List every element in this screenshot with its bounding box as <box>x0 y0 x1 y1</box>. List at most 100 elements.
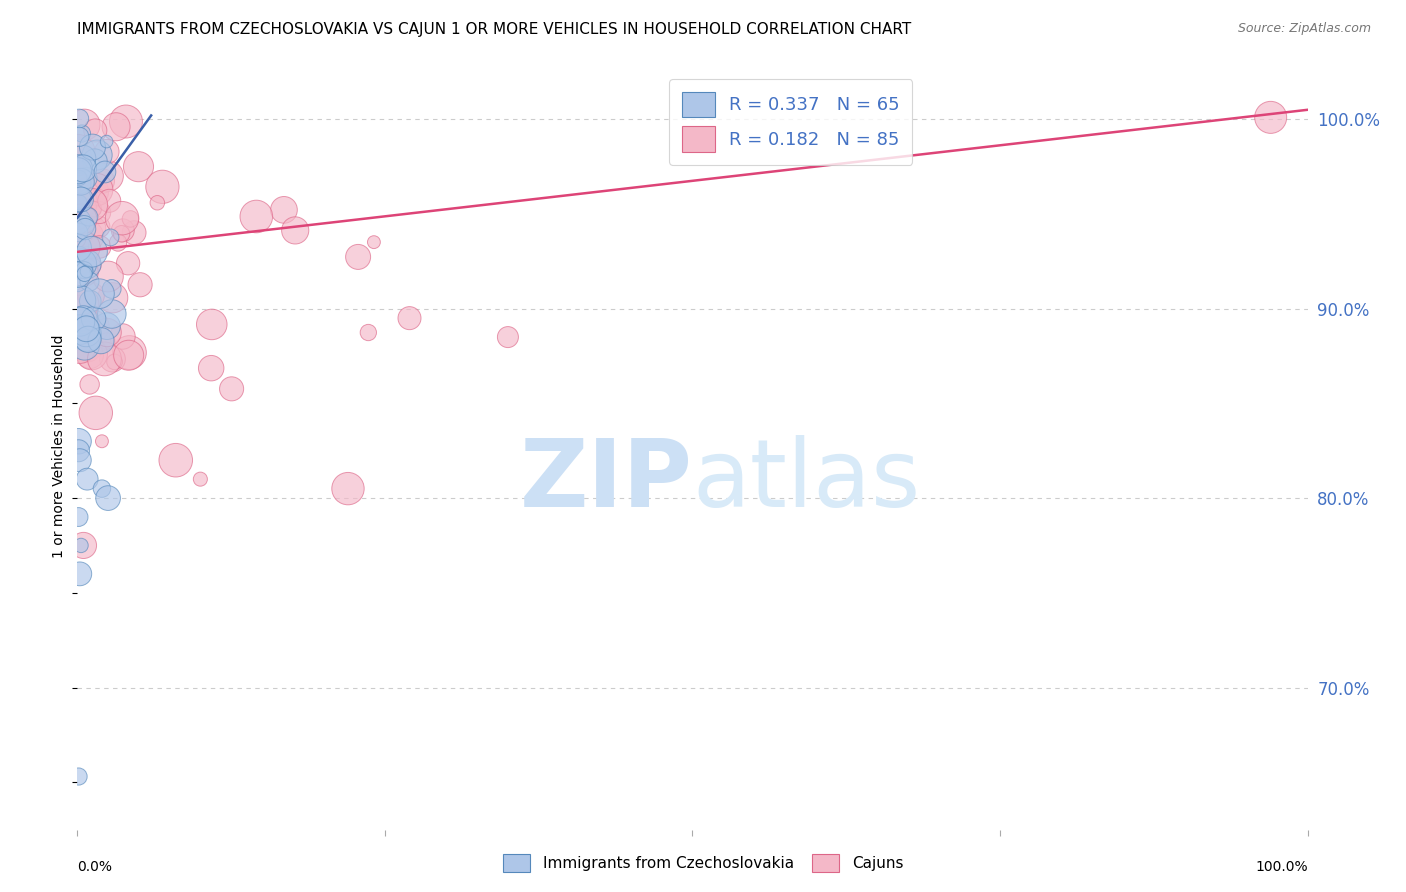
Point <box>84 154 107 169</box>
Point <box>84 123 107 137</box>
Point <box>75 253 97 268</box>
Point <box>80 244 103 259</box>
Point <box>79 377 101 392</box>
Point <box>69 341 91 355</box>
Point <box>82 140 104 154</box>
Point <box>86 148 108 162</box>
Point <box>69 453 91 467</box>
Point <box>66 214 89 228</box>
Point <box>118 348 141 362</box>
Point <box>82 259 104 273</box>
Point <box>96 334 118 348</box>
Point <box>110 227 132 241</box>
Point <box>67 161 90 176</box>
Point <box>90 334 112 348</box>
Point <box>75 222 97 236</box>
Point <box>69 195 91 210</box>
Point <box>75 257 97 271</box>
Legend: R = 0.337   N = 65, R = 0.182   N = 85: R = 0.337 N = 65, R = 0.182 N = 85 <box>669 79 912 164</box>
Point <box>70 293 93 308</box>
Point <box>90 434 114 449</box>
Text: IMMIGRANTS FROM CZECHOSLOVAKIA VS CAJUN 1 OR MORE VEHICLES IN HOUSEHOLD CORRELAT: IMMIGRANTS FROM CZECHOSLOVAKIA VS CAJUN … <box>77 22 911 37</box>
Point <box>101 307 124 321</box>
Point <box>96 326 118 340</box>
Point <box>73 249 96 263</box>
Point <box>80 288 103 302</box>
Point <box>79 275 101 289</box>
Point <box>122 226 145 240</box>
Point <box>73 240 96 254</box>
Point <box>188 472 212 486</box>
Point <box>111 223 134 237</box>
Point <box>72 161 94 176</box>
Text: ZIP: ZIP <box>520 434 693 526</box>
Point <box>101 352 124 367</box>
Point <box>96 135 118 149</box>
Point <box>76 264 98 278</box>
Point <box>70 257 93 271</box>
Point <box>120 211 142 226</box>
Point <box>97 491 120 505</box>
Point <box>69 566 91 581</box>
Point <box>79 348 101 362</box>
Point <box>201 318 224 332</box>
Point <box>77 210 100 224</box>
Point <box>103 355 125 369</box>
Point <box>70 212 93 227</box>
Legend: Immigrants from Czechoslovakia, Cajuns: Immigrants from Czechoslovakia, Cajuns <box>495 846 911 880</box>
Point <box>89 315 111 329</box>
Point <box>105 120 128 134</box>
Point <box>67 129 90 144</box>
Point <box>89 219 111 234</box>
Point <box>496 330 519 344</box>
Point <box>75 315 97 329</box>
Point <box>69 194 91 208</box>
Text: Source: ZipAtlas.com: Source: ZipAtlas.com <box>1237 22 1371 36</box>
Point <box>66 204 89 219</box>
Point <box>67 510 90 524</box>
Point <box>79 347 101 361</box>
Point <box>98 194 121 208</box>
Point <box>284 223 307 237</box>
Point <box>67 163 90 178</box>
Point <box>165 453 187 467</box>
Point <box>357 326 380 340</box>
Point <box>363 235 385 249</box>
Point <box>73 219 96 233</box>
Point <box>67 171 90 186</box>
Point <box>221 382 243 396</box>
Point <box>100 282 122 296</box>
Point <box>72 151 94 165</box>
Point <box>70 175 93 189</box>
Point <box>146 195 169 210</box>
Point <box>72 538 94 552</box>
Point <box>94 165 117 179</box>
Point <box>67 770 90 784</box>
Point <box>100 230 122 244</box>
Point <box>73 118 96 132</box>
Point <box>75 318 97 332</box>
Point <box>77 332 100 346</box>
Y-axis label: 1 or more Vehicles in Household: 1 or more Vehicles in Household <box>52 334 66 558</box>
Point <box>84 221 107 235</box>
Point <box>66 277 89 291</box>
Point <box>152 179 174 194</box>
Point <box>117 256 139 270</box>
Point <box>79 294 101 309</box>
Point <box>83 312 105 326</box>
Point <box>80 347 103 361</box>
Point <box>69 149 91 163</box>
Point <box>1260 111 1282 125</box>
Point <box>69 322 91 336</box>
Point <box>83 202 105 216</box>
Point <box>347 250 370 264</box>
Point <box>93 351 115 366</box>
Point <box>67 296 90 310</box>
Point <box>111 329 134 343</box>
Point <box>73 338 96 352</box>
Point <box>96 319 118 334</box>
Point <box>118 345 141 359</box>
Text: 0.0%: 0.0% <box>77 860 112 874</box>
Point <box>245 210 267 224</box>
Point <box>76 472 98 486</box>
